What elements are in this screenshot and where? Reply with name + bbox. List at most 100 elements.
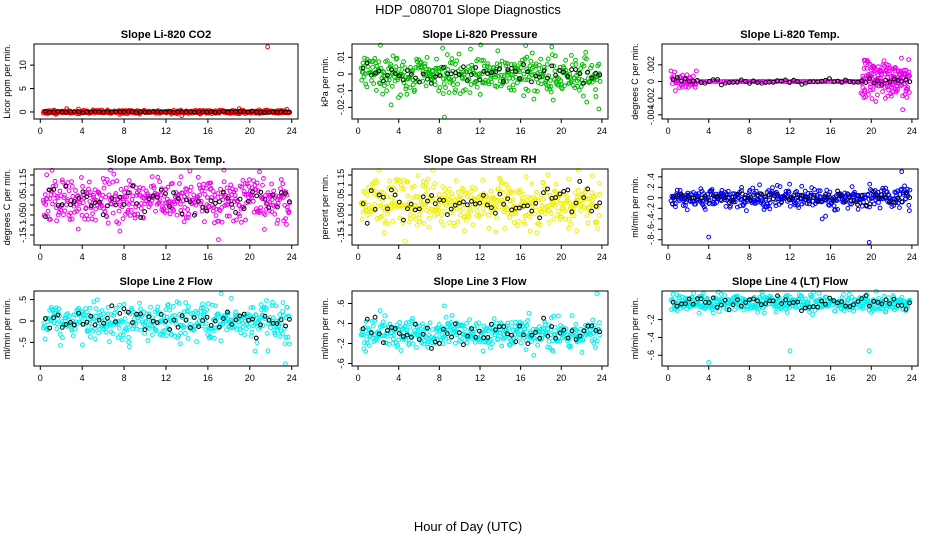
- data-point-all: [866, 348, 872, 354]
- data-point-all: [456, 51, 462, 57]
- data-point-all: [77, 319, 83, 325]
- data-point-selected: [258, 189, 264, 195]
- data-point-selected: [63, 322, 69, 327]
- data-point-selected: [770, 79, 776, 85]
- data-point-all: [452, 340, 458, 346]
- x-tick-label: 24: [287, 252, 297, 262]
- data-point-all: [574, 228, 579, 234]
- data-point-selected: [735, 297, 740, 303]
- data-point-all: [558, 201, 564, 206]
- data-point-all: [557, 338, 563, 344]
- data-point-all: [393, 56, 399, 62]
- data-point-all: [396, 66, 402, 72]
- data-point-all: [507, 215, 513, 221]
- data-point-selected: [763, 301, 768, 307]
- data-point-selected: [400, 77, 406, 83]
- data-point-all: [265, 44, 271, 50]
- x-tick-label: 16: [516, 126, 526, 136]
- data-point-selected: [811, 195, 817, 201]
- data-point-all: [426, 215, 432, 221]
- data-point-all: [759, 289, 765, 295]
- data-point-all: [577, 208, 583, 213]
- data-point-all: [546, 338, 552, 344]
- data-point-late: [869, 71, 874, 76]
- data-point-selected: [719, 198, 724, 203]
- y-tick-label: -.6: [646, 350, 656, 361]
- data-point-selected: [369, 72, 374, 78]
- data-point-all: [393, 64, 399, 70]
- data-point-all: [458, 194, 463, 200]
- data-point-all: [93, 217, 98, 223]
- data-point-all: [80, 342, 85, 348]
- x-tick-label: 20: [556, 252, 566, 262]
- data-point-all: [744, 208, 749, 214]
- data-point-all: [597, 181, 602, 186]
- y-tick-label: .1: [18, 181, 28, 189]
- data-point-all: [555, 195, 561, 201]
- data-point-all: [529, 72, 534, 78]
- data-point-all: [817, 188, 823, 194]
- data-point-all: [52, 178, 58, 184]
- y-tick-label: 0: [18, 202, 28, 207]
- data-point-all: [187, 168, 193, 174]
- data-point-selected: [493, 210, 498, 216]
- data-point-all: [549, 44, 555, 50]
- data-point-all: [258, 205, 264, 211]
- data-point-all: [865, 191, 871, 197]
- data-point-all: [470, 222, 476, 228]
- data-point-all: [287, 341, 292, 347]
- data-point-all: [584, 213, 590, 219]
- data-point-all: [247, 177, 252, 183]
- data-point-all: [253, 187, 259, 193]
- data-point-selected: [819, 298, 824, 304]
- data-point-selected: [827, 76, 832, 81]
- data-point-all: [359, 77, 365, 83]
- data-point-all: [520, 198, 526, 204]
- data-point-all: [165, 302, 171, 307]
- data-point-all: [254, 340, 260, 346]
- data-point-selected: [589, 75, 595, 81]
- data-point-all: [446, 90, 452, 95]
- data-point-all: [200, 305, 206, 311]
- data-point-all: [597, 332, 602, 338]
- data-point-all: [674, 187, 680, 193]
- data-point-all: [104, 214, 110, 220]
- data-point-selected: [484, 202, 490, 208]
- data-point-selected: [481, 192, 486, 198]
- data-point-all: [205, 195, 210, 200]
- data-point-all: [425, 176, 431, 182]
- data-point-all: [126, 334, 131, 340]
- data-point-selected: [254, 193, 260, 199]
- data-point-all: [485, 79, 491, 85]
- data-point-selected: [250, 189, 255, 195]
- data-point-all: [404, 327, 410, 333]
- data-point-all: [410, 316, 415, 321]
- panel-4: Slope Amb. Box Temp.degrees C per min.0 4…: [2, 154, 299, 262]
- data-point-all: [532, 211, 537, 217]
- data-point-selected: [859, 192, 865, 198]
- data-point-all: [91, 192, 96, 198]
- data-point-all: [773, 200, 778, 206]
- data-point-all: [568, 344, 574, 349]
- data-point-all: [44, 196, 50, 202]
- data-point-all: [532, 204, 538, 210]
- x-tick-label: 4: [396, 252, 401, 262]
- data-point-all: [553, 181, 559, 187]
- data-point-all: [126, 339, 132, 345]
- data-point-all: [195, 174, 201, 180]
- data-point-all: [548, 84, 554, 89]
- data-point-selected: [529, 332, 534, 338]
- data-point-all: [534, 230, 540, 236]
- x-tick-label: 8: [437, 252, 442, 262]
- data-point-selected: [76, 195, 82, 201]
- data-point-all: [223, 202, 229, 208]
- data-point-all: [260, 196, 266, 202]
- data-point-all: [81, 195, 87, 201]
- data-point-selected: [715, 193, 720, 199]
- data-point-all: [546, 220, 552, 225]
- x-tick-label: 20: [866, 373, 876, 383]
- data-point-all: [236, 106, 242, 112]
- data-point-selected: [449, 334, 455, 340]
- data-point-all: [106, 192, 112, 198]
